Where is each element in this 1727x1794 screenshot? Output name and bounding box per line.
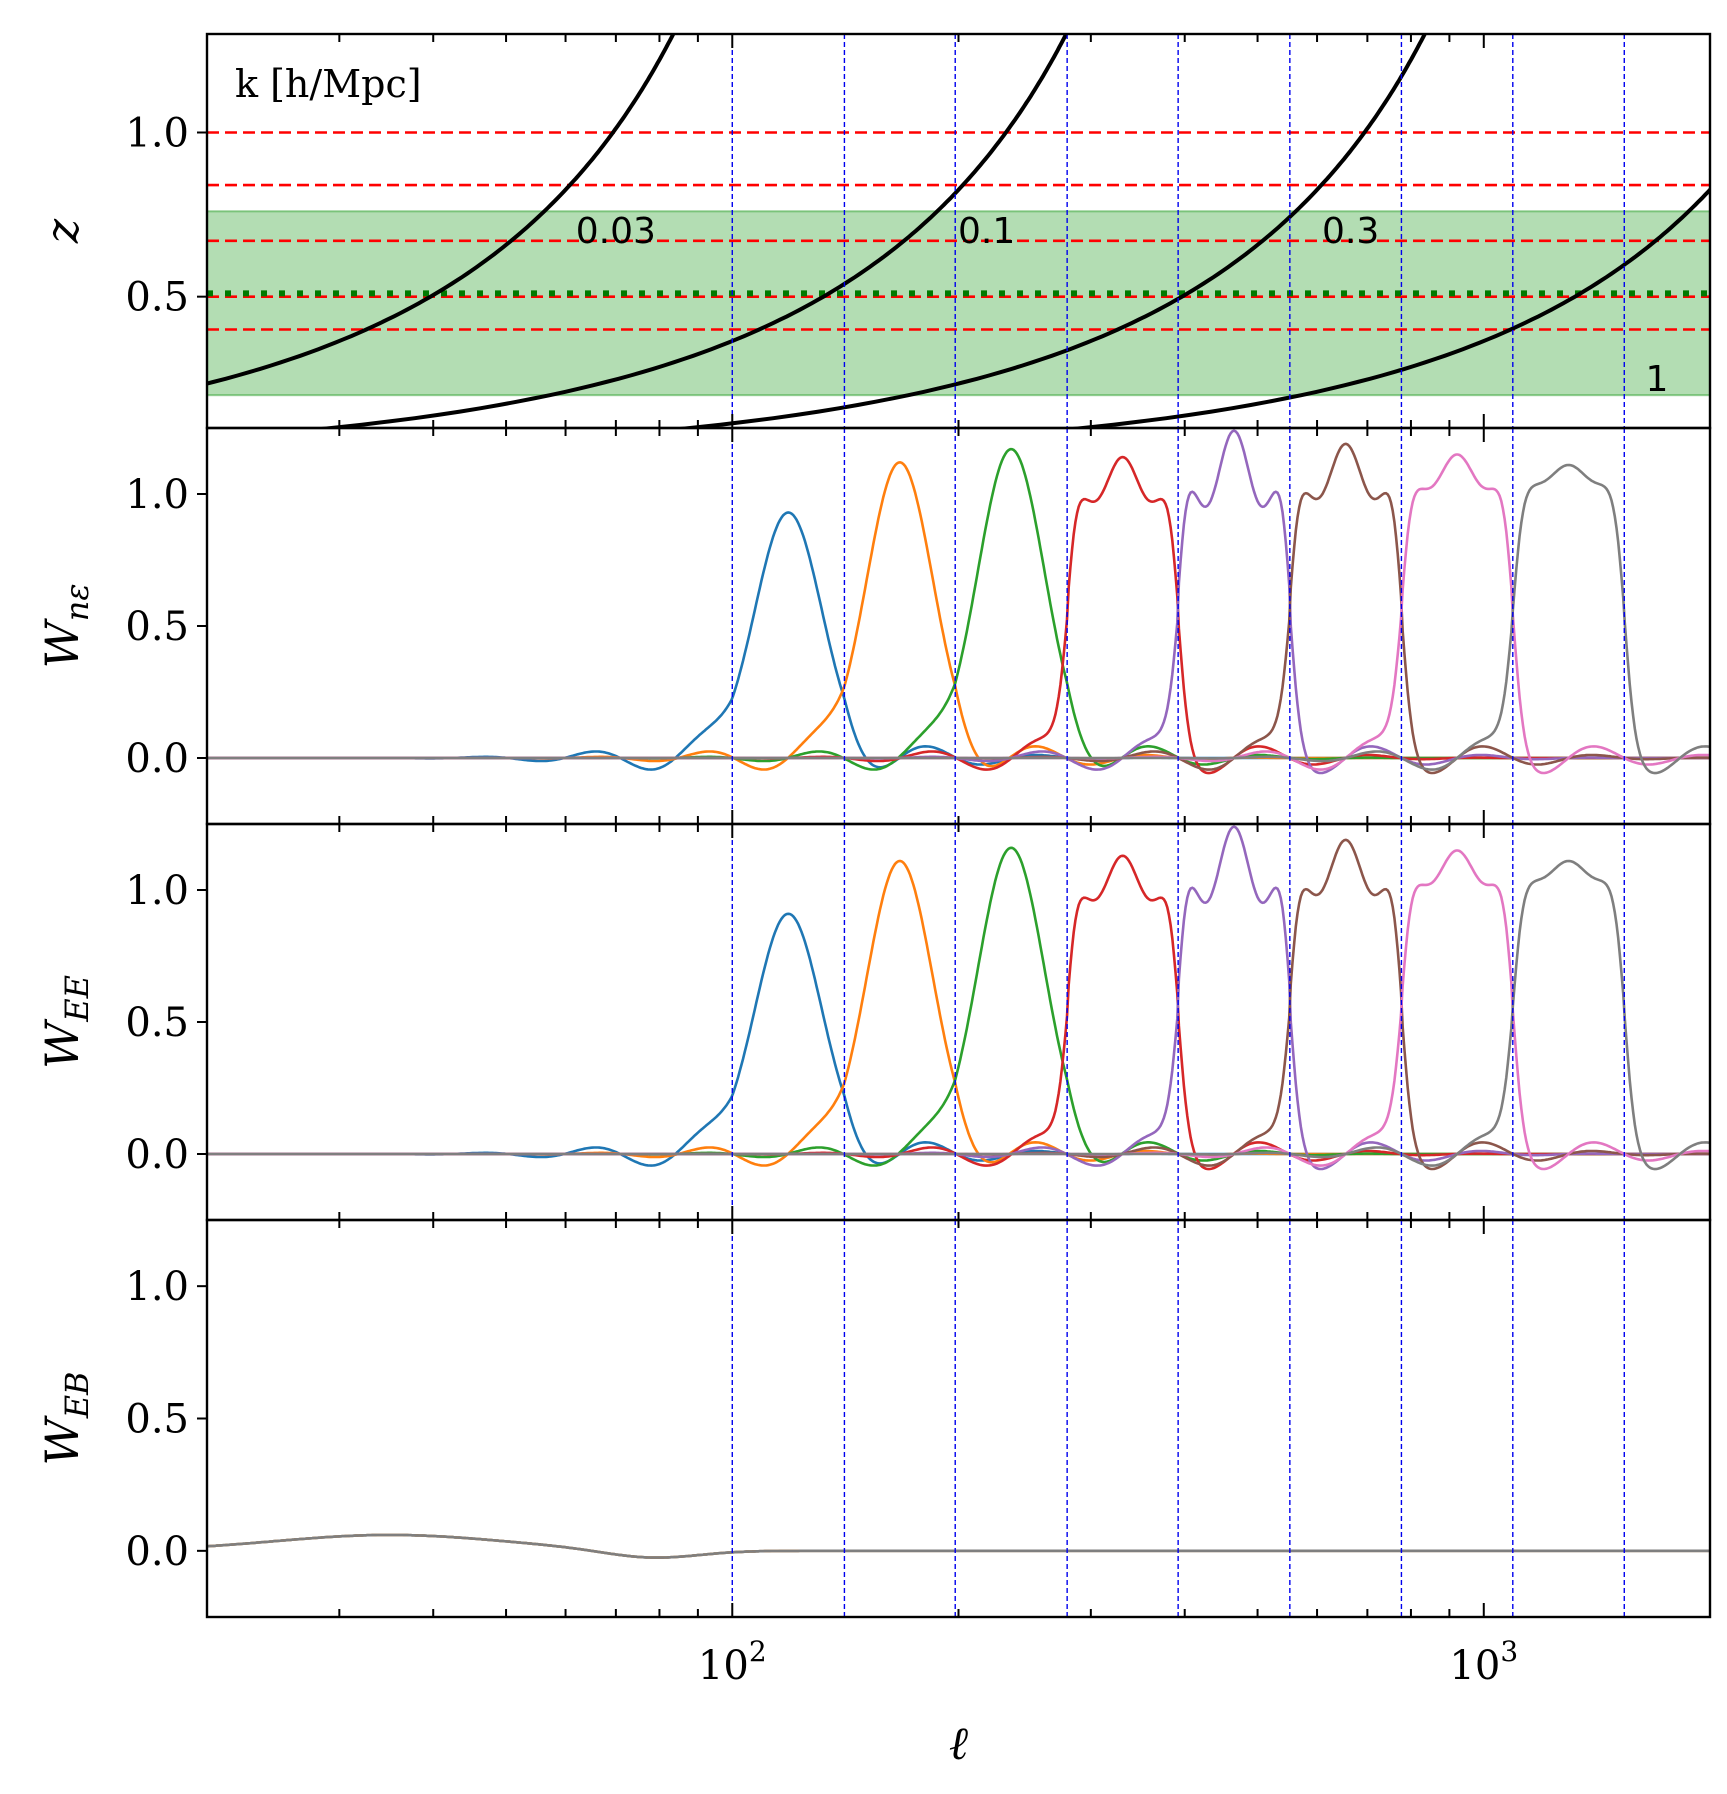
k-curve-0 [207, 34, 676, 386]
W_EB_panel-plot-area [207, 1220, 1710, 1617]
W_EB_panel: 0.0 0.5 1.0 WEB [35, 1218, 1712, 1619]
y-tick-label: 0.0 [125, 736, 189, 782]
window-series-6 [207, 849, 1710, 1171]
x-tick-label: 102 [698, 1635, 767, 1689]
k-curve-label: 0.1 [958, 211, 1015, 252]
window-series-2 [207, 447, 1710, 771]
window-series-4 [207, 825, 1710, 1171]
window-series-4 [207, 429, 1710, 775]
window-series-2 [207, 846, 1710, 1167]
window-series-0 [207, 511, 1710, 771]
k-curve-2 [669, 34, 1428, 428]
W_EE_panel-plot-area [207, 824, 1710, 1220]
y-tick-label: 1.0 [125, 111, 189, 157]
W_ne_panel: 0.0 0.5 1.0 Wnε [35, 426, 1712, 826]
window-series-7 [207, 859, 1710, 1171]
y-tick-label: 0.5 [125, 1397, 189, 1443]
window-series-2 [207, 1533, 1710, 1559]
y-tick-label: 0.0 [125, 1132, 189, 1178]
k-curve-3 [1062, 186, 1710, 428]
k-title: k [h/Mpc] [235, 62, 422, 106]
window-series-0 [207, 912, 1710, 1167]
y-tick-label: 0.5 [125, 1000, 189, 1046]
y-tick-label: 0.5 [125, 275, 189, 321]
k-curve-1 [311, 34, 1069, 428]
window-series-1 [207, 1533, 1710, 1559]
y-tick-label: 1.0 [125, 1264, 189, 1310]
z_panel: 0.03 0.1 0.3 1 k [h/Mpc] 0.5 1.0 z [35, 32, 1712, 430]
window-series-3 [207, 854, 1710, 1171]
z_panel-plot-area [207, 34, 1710, 428]
W_EB_panel-frame [205, 1218, 1712, 1619]
window-series-5 [207, 442, 1710, 775]
k-curve-label: 0.03 [576, 211, 656, 252]
window-series-1 [207, 859, 1710, 1167]
x-tick-label: 103 [1449, 1635, 1518, 1689]
window-series-3 [207, 455, 1710, 775]
window-series-7 [207, 463, 1710, 775]
y-tick-label: 1.0 [125, 472, 189, 518]
W_EE_panel: 0.0 0.5 1.0 WEE [35, 822, 1712, 1222]
k-curve-label: 0.3 [1322, 211, 1379, 252]
k-curve-label: 1 [1646, 359, 1669, 400]
window-series-0 [207, 1533, 1710, 1559]
window-series-5 [207, 838, 1710, 1171]
W_ne_panel-plot-area [207, 428, 1710, 824]
y-tick-label: 0.5 [125, 604, 189, 650]
y-axis-label: WEB [35, 1371, 96, 1465]
x-axis-label: ℓ [949, 1716, 969, 1770]
y-axis-label: Wnε [35, 583, 96, 668]
y-axis-label: WEE [35, 975, 96, 1069]
y-tick-label: 0.0 [125, 1529, 189, 1575]
y-tick-label: 1.0 [125, 868, 189, 914]
window-series-1 [207, 460, 1710, 771]
y-axis-label: z [35, 218, 89, 244]
window-series-6 [207, 453, 1710, 775]
